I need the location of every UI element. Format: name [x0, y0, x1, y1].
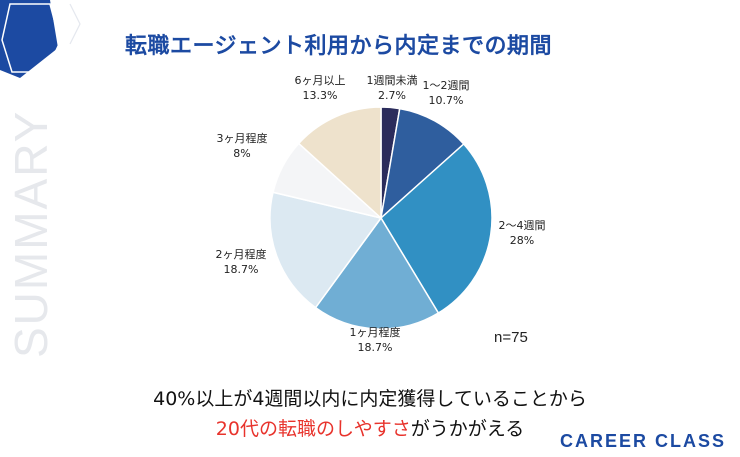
corner-hexagon-decoration: [0, 0, 81, 78]
slice-category-label: 1ヶ月程度: [350, 325, 401, 339]
slice-category-label: 1〜2週間: [423, 79, 470, 92]
slice-category-label: 3ヶ月程度: [217, 131, 268, 145]
slice-value-label: 10.7%: [429, 94, 464, 107]
pie-slice: [314, 216, 440, 330]
pie-slice: [380, 142, 493, 315]
page-title: 転職エージェント利用から内定までの期間: [125, 34, 553, 59]
slice-value-label: 28%: [510, 234, 534, 247]
slice-category-label: 1週間未満: [367, 74, 418, 87]
career-class-logo: CAREER CLASS: [560, 431, 727, 451]
slice-category-label: 2〜4週間: [499, 219, 546, 232]
conclusion-line-1: 40%以上が4週間以内に内定獲得していることから: [153, 388, 587, 410]
pie-slice: [379, 107, 465, 220]
slice-category-label: 6ヶ月以上: [295, 74, 346, 87]
slice-category-label: 2ヶ月程度: [216, 247, 267, 261]
pie-slices: [269, 106, 493, 330]
conclusion-line-2: 20代の転職のしやすさがうかがえる: [0, 414, 740, 441]
pie-slice: [297, 106, 382, 220]
conclusion-rest: がうかがえる: [410, 418, 525, 440]
slice-value-label: 13.3%: [303, 89, 338, 102]
pie-slice: [269, 191, 383, 309]
sample-size-label: n=75: [494, 329, 528, 346]
conclusion-highlight: 20代の転職のしやすさ: [215, 418, 411, 440]
pie-labels: 1週間未満 2.7% 1〜2週間 10.7% 2〜4週間 28% 1ヶ月程度 18.7% 2ヶ月…: [216, 74, 546, 354]
slice-value-label: 18.7%: [358, 341, 393, 354]
slice-value-label: 2.7%: [378, 89, 406, 102]
slice-value-label: 8%: [233, 147, 250, 160]
slice-value-label: 18.7%: [224, 263, 259, 276]
